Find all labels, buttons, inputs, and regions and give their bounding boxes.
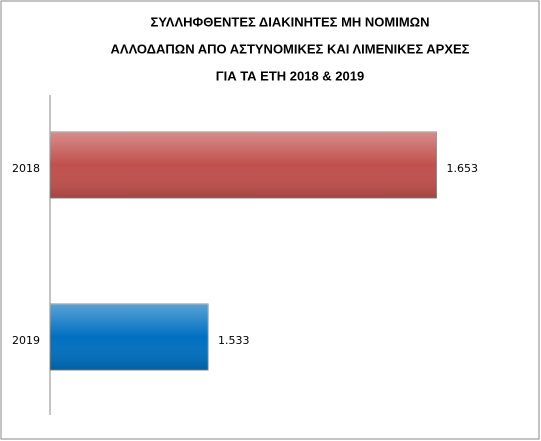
bar-shade — [50, 132, 437, 198]
y-tick-label: 2019 — [12, 334, 40, 347]
y-tick-label: 2018 — [12, 162, 40, 175]
chart-title: ΓΙΑ ΤΑ ΕΤΗ 2018 & 2019 — [216, 68, 364, 83]
value-label: 1.533 — [218, 334, 250, 347]
bar-shade — [50, 304, 209, 370]
value-label: 1.653 — [447, 162, 479, 175]
chart-title: ΑΛΛΟΔΑΠΩΝ ΑΠΟ ΑΣΤΥΝΟΜΙΚΕΣ ΚΑΙ ΛΙΜΕΝΙΚΕΣ … — [111, 41, 470, 56]
chart-title: ΣΥΛΛΗΦΘΕΝΤΕΣ ΔΙΑΚΙΝΗΤΕΣ ΜΗ ΝΟΜΙΜΩΝ — [151, 14, 430, 29]
